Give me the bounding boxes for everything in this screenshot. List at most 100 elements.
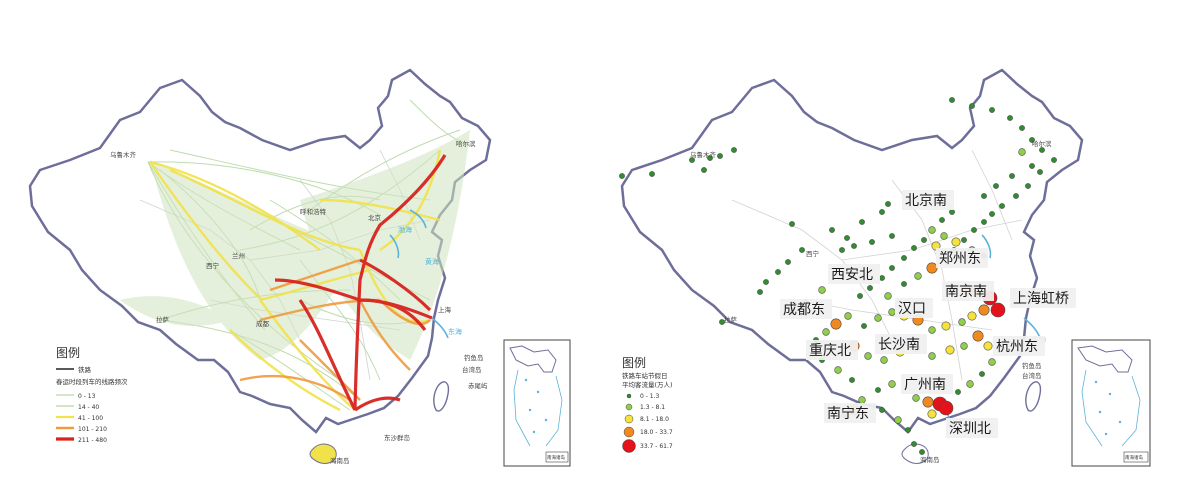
label-hainan: 海南岛: [330, 456, 350, 465]
station-dot: [928, 226, 936, 234]
station-dot: [901, 281, 907, 287]
tag-guangzhou-nan: 广州南: [904, 377, 946, 393]
tag-hangzhou-dong: 杭州东: [996, 339, 1038, 355]
station-dot: [719, 319, 725, 325]
label-harbin: 哈尔滨: [456, 139, 476, 148]
label-xining-right: 西宁: [806, 249, 820, 258]
station-dot: [905, 427, 911, 433]
label-hohhot: 呼和浩特: [300, 207, 327, 216]
station-dot: [834, 366, 842, 374]
station-dot: [989, 211, 995, 217]
water-features: [389, 209, 449, 339]
station-dot: [972, 330, 984, 342]
label-beijing: 北京: [368, 213, 382, 222]
inset-label-right: 南海诸岛: [1125, 454, 1143, 461]
inset-label-left: 南海诸岛: [547, 454, 565, 461]
legend-dot-class-3: 8.1 - 18.0: [640, 416, 669, 423]
station-dot: [928, 352, 936, 360]
south-sea-inset: 南海诸岛: [503, 339, 571, 467]
taiwan-island-right: [1025, 381, 1042, 412]
legend-class-2: 14 - 40: [78, 404, 99, 411]
tag-nanning-dong: 南宁东: [827, 405, 869, 422]
station-dot: [978, 304, 990, 316]
label-hainan-right: 海南岛: [920, 455, 940, 464]
station-dot: [960, 342, 968, 350]
station-dot: [912, 394, 920, 402]
label-lhasa-right: 拉萨: [724, 315, 738, 324]
station-dot: [822, 328, 830, 336]
legend-rail-label: 铁路: [78, 365, 92, 374]
station-dot: [849, 377, 855, 383]
station-dot: [879, 407, 885, 413]
taiwan-island: [433, 381, 450, 412]
tag-zhengzhou-dong: 郑州东: [939, 251, 981, 267]
station-tags: 北京南 郑州东 西安北 南京南 上海虹桥 成都东 汉口 重庆北 长沙南 杭州东 …: [780, 190, 1076, 438]
legend-class-5: 211 - 480: [78, 437, 107, 444]
station-dot: [1029, 163, 1035, 169]
station-dot: [911, 245, 917, 251]
station-dot: [619, 173, 625, 179]
legend-title-right: 图例: [622, 356, 646, 370]
tag-xian-bei: 西安北: [831, 267, 873, 283]
station-dot: [926, 262, 938, 274]
station-dot: [889, 265, 895, 271]
station-dot: [869, 239, 875, 245]
rail-frequency-map-canvas: 乌鲁木齐 哈尔滨 呼和浩特 北京 兰州 西宁 拉萨 成都 上海 海南岛 东沙群岛…: [28, 68, 571, 467]
left-legend: 图例 铁路 春运时段列车的线路频次 0 - 13 14 - 40 41 - 10…: [56, 346, 128, 444]
station-passenger-map: 乌鲁木齐 哈尔滨 西宁 拉萨 海南岛 台湾岛 钓鱼岛 东海 北京南 郑州东 西安…: [592, 0, 1183, 497]
station-dot: [1013, 193, 1019, 199]
station-dot: [1051, 157, 1057, 163]
station-dot: [983, 341, 993, 351]
station-dot: [971, 227, 977, 233]
label-chiwei: 赤尾屿: [468, 381, 488, 390]
station-dot: [1009, 173, 1015, 179]
station-dot: [884, 292, 892, 300]
station-dot: [989, 107, 995, 113]
station-dot: [901, 255, 907, 261]
station-dot: [879, 275, 885, 281]
label-harbin-right: 哈尔滨: [1032, 139, 1052, 148]
label-urumqi-right: 乌鲁木齐: [690, 150, 717, 159]
tag-changsha-nan: 长沙南: [878, 337, 920, 353]
station-dot: [857, 293, 863, 299]
tag-hankou: 汉口: [898, 301, 926, 317]
station-dot: [945, 345, 955, 355]
station-dot: [927, 409, 937, 419]
station-dot: [949, 209, 955, 215]
label-xining: 西宁: [206, 261, 220, 270]
rail-frequency-map: 乌鲁木齐 哈尔滨 呼和浩特 北京 兰州 西宁 拉萨 成都 上海 海南岛 东沙群岛…: [0, 0, 590, 497]
rail-network-red: [274, 154, 447, 412]
station-passenger-map-canvas: 乌鲁木齐 哈尔滨 西宁 拉萨 海南岛 台湾岛 钓鱼岛 东海 北京南 郑州东 西安…: [619, 68, 1151, 467]
label-bohai: 渤海: [398, 225, 412, 234]
station-dot: [844, 312, 852, 320]
station-dot: [689, 157, 695, 163]
station-dot: [701, 167, 707, 173]
station-dot: [707, 155, 713, 161]
station-dot: [818, 286, 826, 294]
station-dot: [867, 285, 873, 291]
station-dot: [888, 380, 896, 388]
station-dot: [839, 247, 845, 253]
tag-shanghai-hongqiao: 上海虹桥: [1013, 291, 1069, 307]
station-dot: [785, 259, 791, 265]
station-dot: [921, 237, 927, 243]
label-taiwan: 台湾岛: [462, 365, 482, 374]
station-dot: [789, 221, 795, 227]
tag-shenzhen-bei: 深圳北: [949, 421, 991, 437]
station-dot: [875, 387, 881, 393]
station-dot: [829, 227, 835, 233]
legend-subtitle-2: 平均客流量(万人): [622, 380, 673, 389]
station-dot: [894, 416, 902, 424]
station-dot: [979, 371, 985, 377]
station-dot: [922, 396, 934, 408]
legend-dot-class-5: 33.7 - 61.7: [640, 443, 673, 450]
station-dot: [885, 201, 891, 207]
tag-nanjing-nan: 南京南: [945, 284, 987, 300]
station-dot: [830, 318, 842, 330]
label-chengdu: 成都: [256, 319, 270, 328]
station-dot: [889, 233, 895, 239]
station-dot: [938, 400, 954, 416]
tag-chongqing-bei: 重庆北: [809, 343, 851, 359]
station-dot: [879, 209, 885, 215]
station-dot: [919, 449, 925, 455]
